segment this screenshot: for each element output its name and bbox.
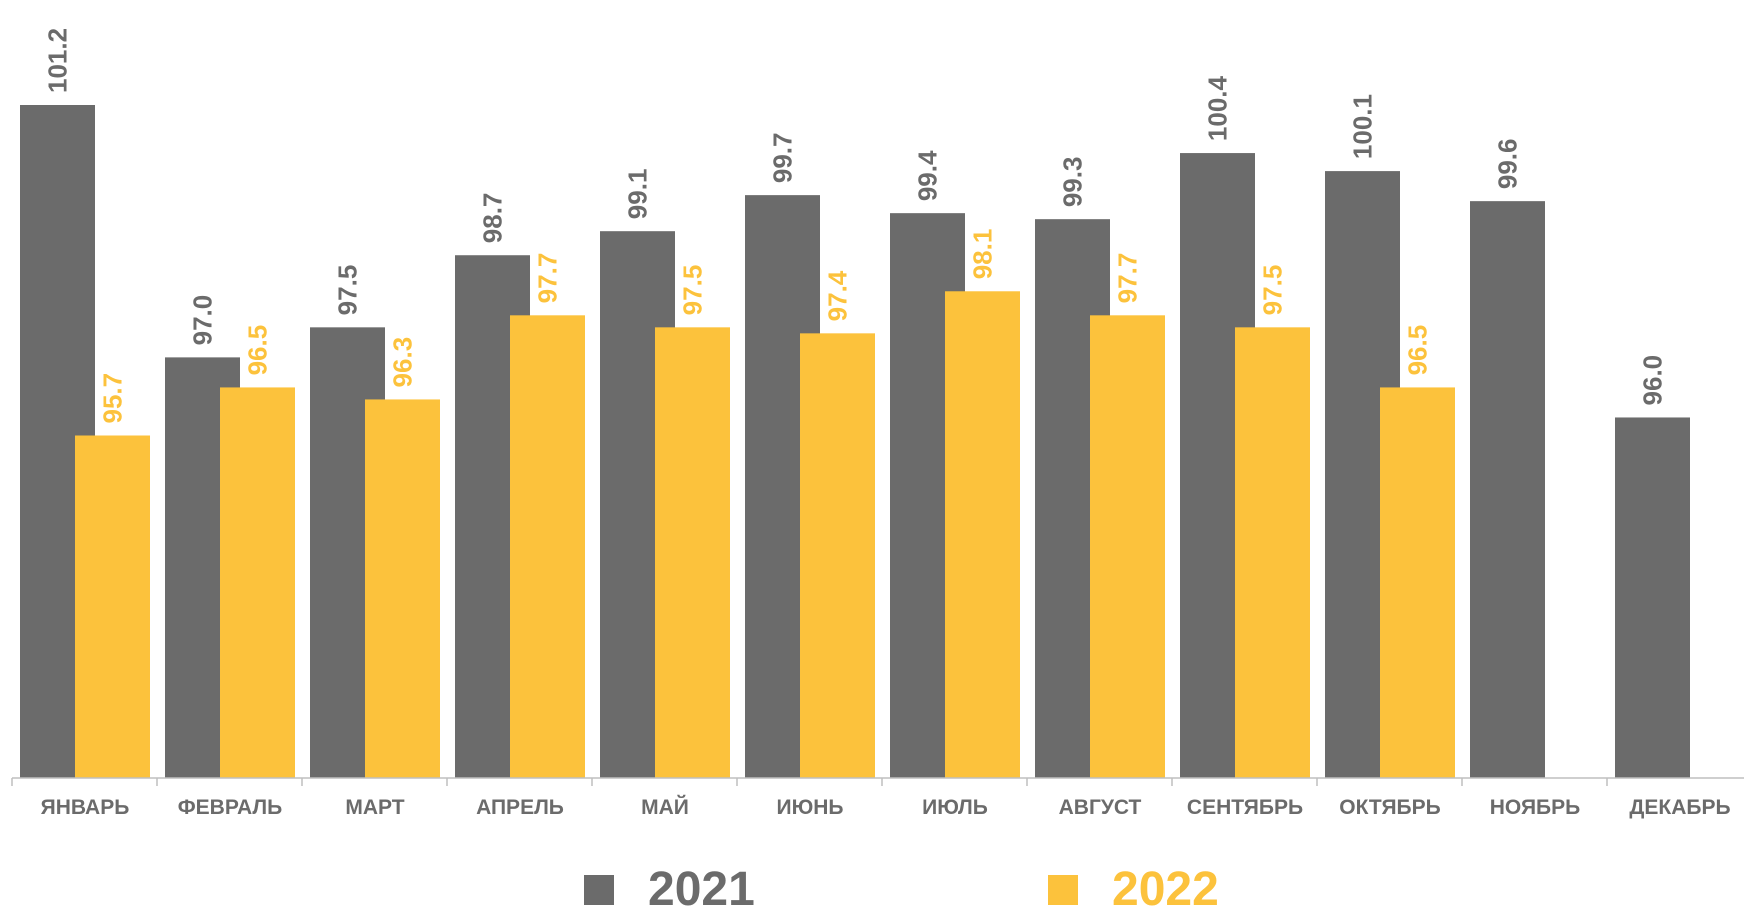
value-label-2022: 97.4 (823, 270, 853, 321)
value-label-2021: 99.7 (768, 133, 798, 184)
category-label: НОЯБРЬ (1490, 796, 1581, 819)
category-label: МАРТ (345, 796, 404, 819)
bar-2021 (1470, 201, 1545, 779)
category-label: ИЮНЬ (776, 796, 843, 819)
value-label-2022: 96.3 (388, 337, 418, 388)
legend-item-2022: 2022 (1048, 862, 1219, 917)
bars-layer (20, 105, 1690, 779)
value-label-2022: 97.7 (533, 253, 563, 304)
legend-swatch-2021 (584, 874, 614, 905)
bar-2022 (75, 435, 150, 778)
value-label-2021: 98.7 (478, 193, 508, 244)
value-label-2022: 97.5 (678, 265, 708, 316)
category-label: АПРЕЛЬ (476, 796, 564, 819)
bar-2022 (945, 291, 1020, 778)
bar-2022 (800, 333, 875, 778)
category-label: МАЙ (641, 795, 689, 819)
value-label-2022: 98.1 (968, 229, 998, 280)
x-axis-ticks (11, 778, 1608, 786)
category-label: ОКТЯБРЬ (1339, 796, 1441, 819)
bar-2022 (220, 387, 295, 778)
category-label: ЯНВАРЬ (41, 796, 130, 819)
value-label-2021: 99.3 (1058, 157, 1088, 208)
bar-2022 (1235, 327, 1310, 778)
value-label-2021: 99.1 (623, 169, 653, 220)
value-label-2021: 101.2 (43, 28, 73, 93)
bar-2021 (1615, 417, 1690, 778)
bar-2022 (365, 399, 440, 778)
legend-swatch-2022 (1048, 874, 1078, 905)
value-label-2021: 97.0 (188, 295, 218, 346)
category-label: ФЕВРАЛЬ (178, 796, 283, 819)
category-label: АВГУСТ (1059, 796, 1142, 819)
value-label-2021: 96.0 (1638, 355, 1668, 406)
value-labels-layer: 101.2 95.7 97.0 96.5 97.5 96.3 98.7 97.7 99.1 97.… (43, 28, 1668, 424)
category-label: ДЕКАБРЬ (1629, 796, 1730, 819)
bar-2022 (510, 315, 585, 778)
category-label: ИЮЛЬ (922, 796, 988, 819)
value-label-2021: 100.1 (1348, 94, 1378, 159)
bar-2022 (1090, 315, 1165, 778)
bar-2022 (655, 327, 730, 778)
bar-2022 (1380, 387, 1455, 778)
value-label-2021: 100.4 (1203, 75, 1233, 141)
legend-label-2022: 2022 (1112, 863, 1219, 916)
value-label-2022: 95.7 (98, 373, 128, 424)
value-label-2022: 97.5 (1258, 265, 1288, 316)
category-label: СЕНТЯБРЬ (1187, 796, 1303, 819)
value-label-2022: 96.5 (1403, 325, 1433, 376)
category-labels-layer: ЯНВАРЬ ФЕВРАЛЬ МАРТ АПРЕЛЬ МАЙ ИЮНЬ ИЮЛЬ АВГУСТ… (41, 795, 1731, 819)
value-label-2021: 99.6 (1493, 139, 1523, 190)
value-label-2021: 99.4 (913, 150, 943, 201)
legend-label-2021: 2021 (648, 863, 755, 916)
legend-item-2021: 2021 (584, 862, 755, 917)
value-label-2022: 97.7 (1113, 253, 1143, 304)
value-label-2022: 96.5 (243, 325, 273, 376)
value-label-2021: 97.5 (333, 265, 363, 316)
